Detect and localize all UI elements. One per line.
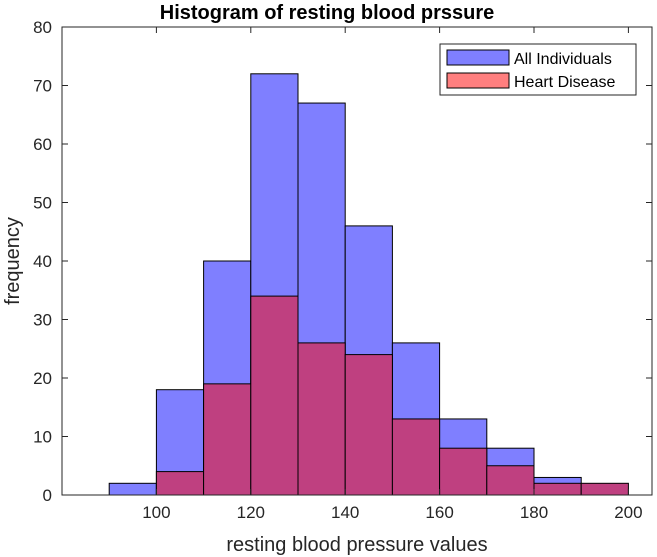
chart-title: Histogram of resting blood prssure xyxy=(160,2,494,24)
bar-1-6 xyxy=(391,418,441,496)
legend: All Individuals Heart Disease xyxy=(439,43,637,96)
legend-label-1: Heart Disease xyxy=(514,74,615,91)
y-axis-label: frequency xyxy=(2,217,24,305)
y-tick-label: 70 xyxy=(33,77,52,96)
x-tick-label: 180 xyxy=(520,503,548,522)
bar-0-0 xyxy=(108,482,157,496)
series-1 xyxy=(155,295,629,496)
bar-1-5 xyxy=(344,354,393,496)
x-tick-label: 200 xyxy=(614,503,642,522)
ticks-layer: 100 120 140 160 180 200 0 10 20 30 40 50 60 70 80 xyxy=(33,18,652,522)
bar-1-10 xyxy=(580,482,629,496)
y-tick-label: 20 xyxy=(33,369,52,388)
bar-1-1 xyxy=(155,471,205,496)
bar-1-2 xyxy=(203,383,252,496)
y-tick-label: 80 xyxy=(33,18,52,37)
x-tick-label: 100 xyxy=(142,503,170,522)
y-tick-label: 30 xyxy=(33,311,52,330)
x-axis-label: resting blood pressure values xyxy=(226,534,487,556)
bars-layer xyxy=(108,73,629,496)
y-tick-label: 10 xyxy=(33,428,52,447)
bar-1-7 xyxy=(439,447,488,496)
y-tick-label: 40 xyxy=(33,252,52,271)
x-tick-label: 140 xyxy=(331,503,359,522)
bar-1-4 xyxy=(297,342,346,496)
y-tick-label: 0 xyxy=(43,486,52,505)
x-tick-label: 160 xyxy=(425,503,453,522)
bar-1-9 xyxy=(533,482,582,496)
y-tick-label: 60 xyxy=(33,135,52,154)
bar-1-8 xyxy=(486,465,535,496)
bar-1-3 xyxy=(250,295,299,496)
legend-swatch-0 xyxy=(446,49,510,66)
legend-swatch-1 xyxy=(446,72,510,89)
x-tick-label: 120 xyxy=(237,503,265,522)
legend-label-0: All Individuals xyxy=(514,51,612,68)
y-tick-label: 50 xyxy=(33,194,52,213)
